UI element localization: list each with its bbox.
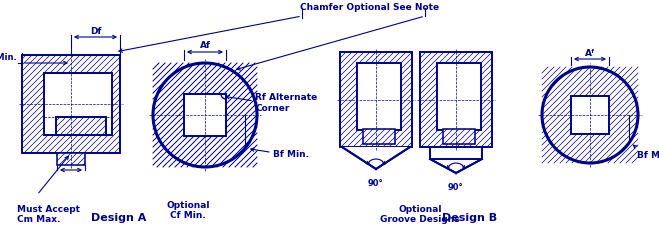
Text: Design B: Design B [442, 213, 498, 223]
Text: Design A: Design A [91, 213, 146, 223]
Bar [184, 94, 226, 136]
Circle shape [153, 63, 257, 167]
Polygon shape [430, 159, 482, 173]
Text: 90°: 90° [368, 179, 384, 188]
Text: Df: Df [90, 27, 101, 37]
Text: Bf Min.: Bf Min. [637, 151, 659, 160]
Text: 90°: 90° [448, 183, 464, 192]
Bar [340, 52, 412, 147]
Text: Af: Af [200, 41, 210, 51]
Text: Rf Alternate
Corner: Rf Alternate Corner [255, 93, 317, 113]
Text: Optional
Cf Min.: Optional Cf Min. [166, 201, 210, 220]
Text: Must Accept
Cm Max.: Must Accept Cm Max. [17, 205, 80, 224]
Polygon shape [342, 147, 410, 169]
Bar [437, 63, 481, 130]
Text: Optional
Groove Designs: Optional Groove Designs [380, 205, 460, 224]
Bar [22, 55, 120, 153]
Bar [443, 129, 475, 144]
Bar [56, 117, 106, 135]
Bar [430, 147, 482, 158]
Bar [420, 52, 492, 147]
Text: Ef Min.: Ef Min. [0, 54, 16, 62]
Bar [571, 96, 609, 134]
Circle shape [542, 67, 638, 163]
Bar [357, 63, 401, 130]
Text: Aᶠ: Aᶠ [585, 48, 595, 58]
Text: Bf Min.: Bf Min. [273, 150, 309, 159]
Bar [57, 153, 85, 165]
Bar [363, 129, 395, 144]
Text: Chamfer Optional See Note: Chamfer Optional See Note [301, 3, 440, 13]
Circle shape [154, 64, 256, 167]
Bar [44, 73, 112, 135]
